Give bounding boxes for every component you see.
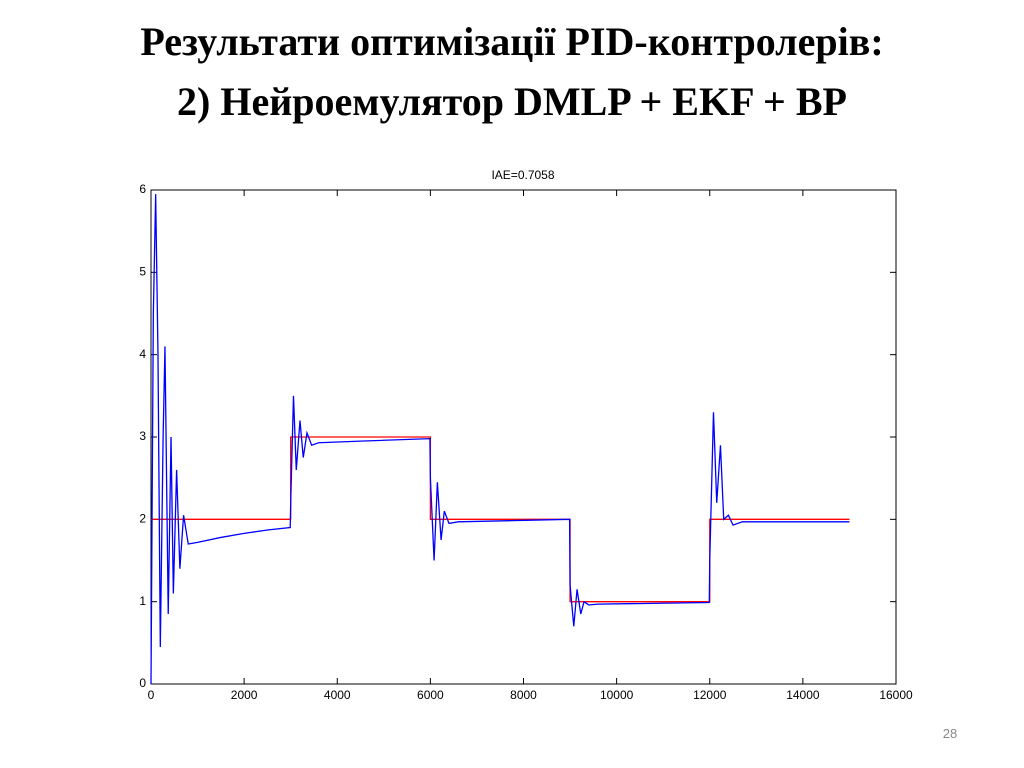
chart-title: IAE=0.7058 xyxy=(491,168,554,182)
x-tick-label: 16000 xyxy=(879,688,913,702)
slide-title: 2) Нейроемулятор DMLP + EKF + BP xyxy=(177,79,847,124)
page-number: 28 xyxy=(942,726,958,741)
x-tick-label: 10000 xyxy=(600,688,634,702)
y-tick-label: 3 xyxy=(139,429,146,443)
series-line xyxy=(150,194,850,685)
x-tick-label: 6000 xyxy=(417,688,444,702)
plot-area xyxy=(150,189,897,685)
slide-title: Результати оптимізації PID-контролерів: xyxy=(140,19,884,64)
y-tick-label: 2 xyxy=(139,512,146,526)
y-tick-label: 0 xyxy=(139,676,146,690)
y-tick-label: 5 xyxy=(139,265,146,279)
x-tick-label: 4000 xyxy=(324,688,351,702)
x-tick-label: 14000 xyxy=(786,688,820,702)
x-tick-label: 0 xyxy=(148,688,155,702)
x-tick-label: 2000 xyxy=(231,688,258,702)
x-tick-label: 12000 xyxy=(693,688,727,702)
x-tick-label: 8000 xyxy=(510,688,537,702)
y-tick-label: 4 xyxy=(139,347,146,361)
y-tick-label: 1 xyxy=(139,594,146,608)
y-tick-label: 6 xyxy=(139,182,146,196)
